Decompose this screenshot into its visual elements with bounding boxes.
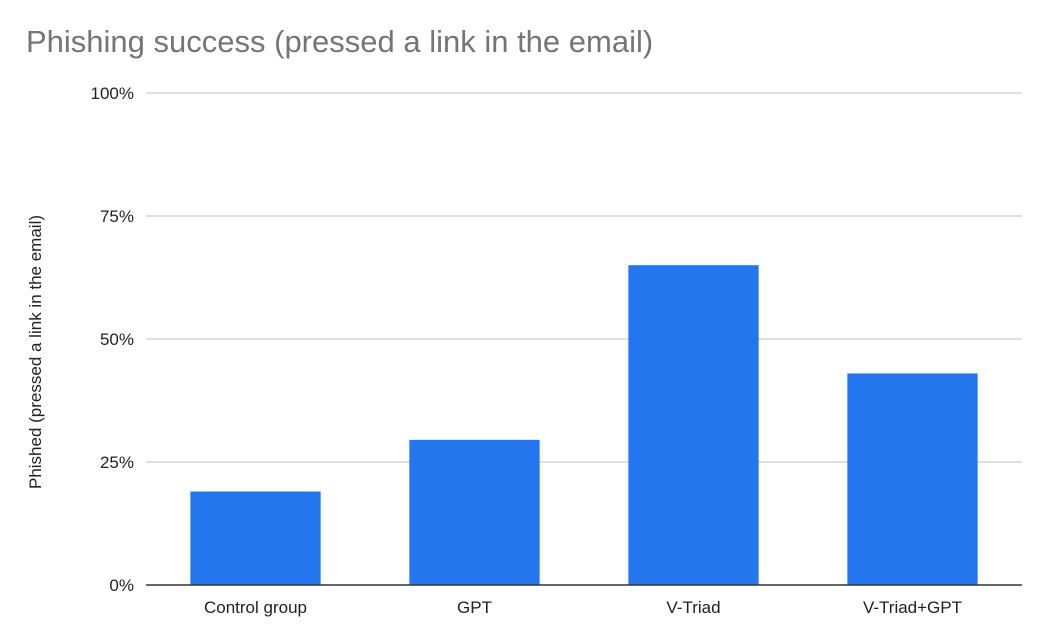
x-tick-label: Control group: [204, 598, 307, 617]
y-tick-label: 25%: [100, 453, 134, 472]
y-tick-label: 50%: [100, 330, 134, 349]
y-axis-title: Phished (pressed a link in the email): [26, 215, 45, 489]
y-tick-label: 100%: [91, 84, 134, 103]
bar-control-group: [190, 491, 321, 585]
y-tick-label: 0%: [109, 576, 134, 595]
y-tick-label: 75%: [100, 207, 134, 226]
x-tick-label: GPT: [457, 598, 492, 617]
x-tick-label: V-Triad+GPT: [863, 598, 962, 617]
bar-gpt: [409, 439, 540, 585]
bars: [190, 265, 978, 585]
bar-v-triad: [628, 265, 759, 585]
labels: 0% 25% 50% 75% 100% Control group GPT V-Triad V-…: [26, 84, 962, 617]
x-tick-label: V-Triad: [666, 598, 720, 617]
bar-v-triad-gpt: [847, 373, 978, 585]
chart-title: Phishing success (pressed a link in the …: [26, 24, 654, 59]
